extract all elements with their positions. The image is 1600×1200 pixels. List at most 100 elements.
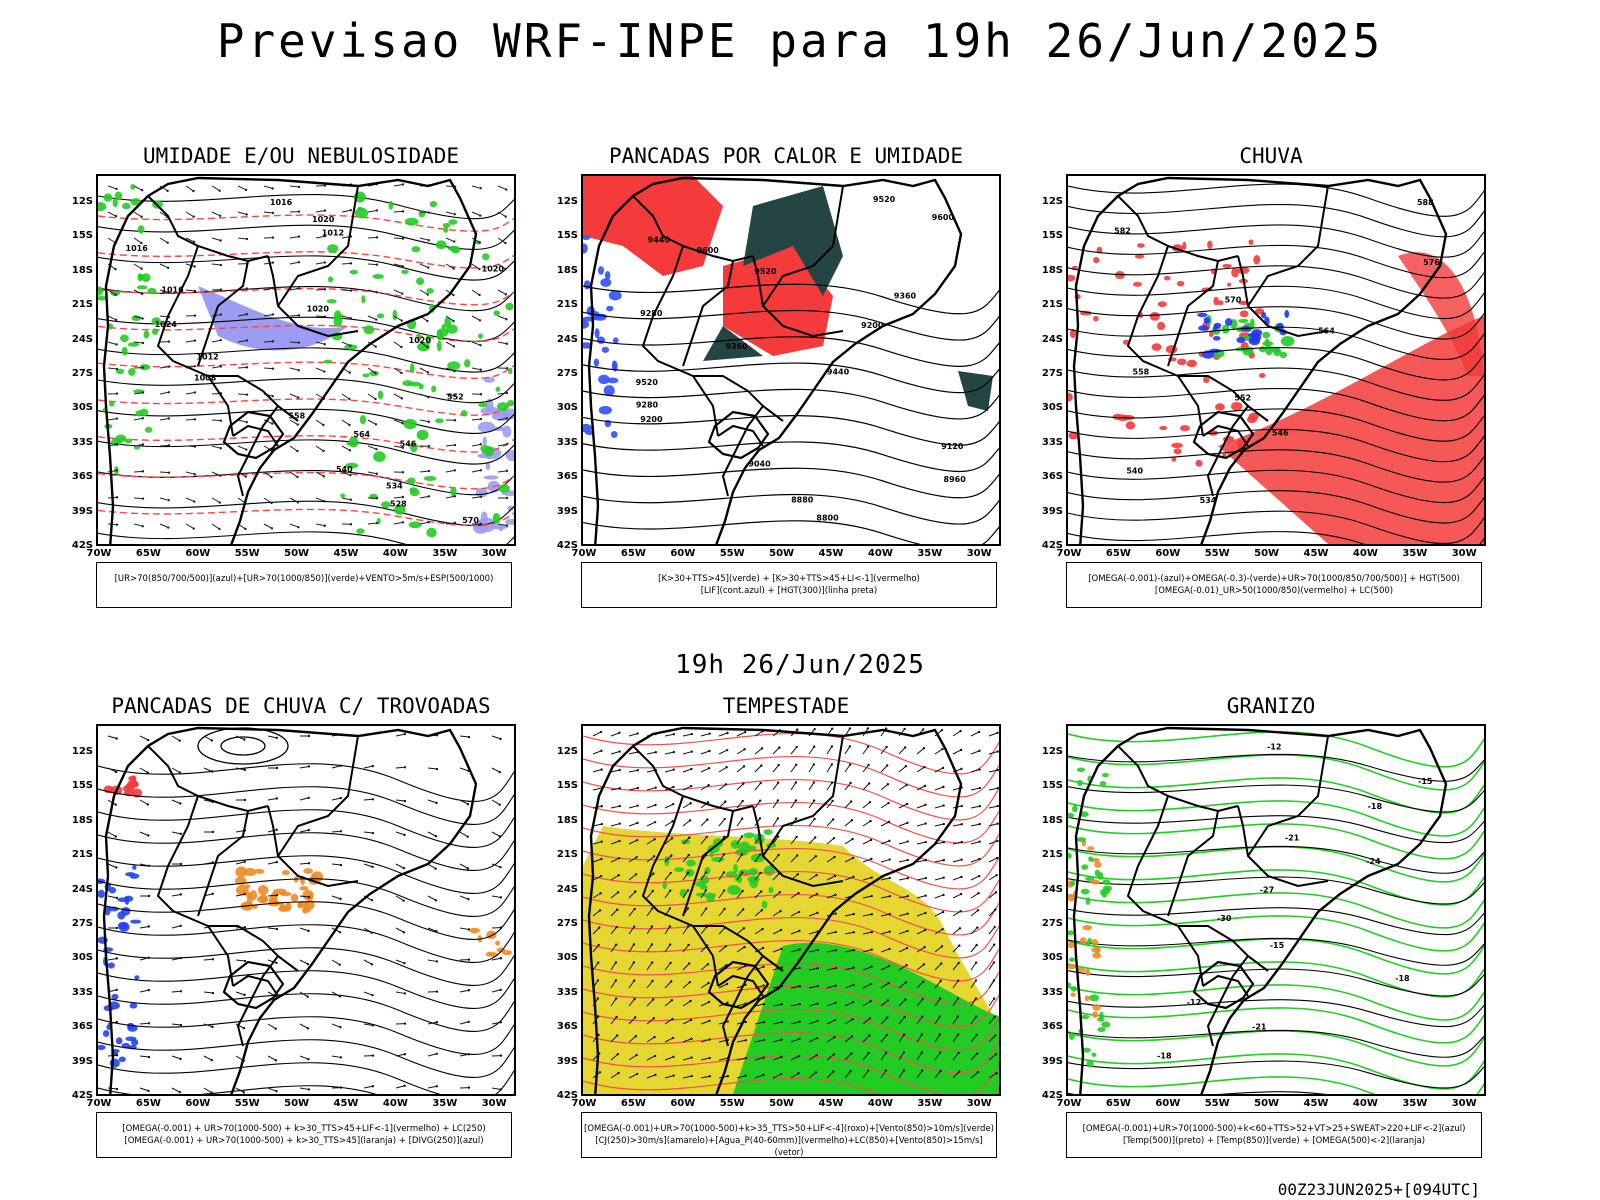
contour-label: 1020 [312,215,335,224]
panel-umidade: UMIDADE E/OU NEBULOSIDADE 1016 1020 1012 10… [66,144,536,614]
legend-box: [UR>70(850/700/500)](azul)+[UR>70(1000/8… [96,562,512,608]
lon-tick-label: 70W [571,1098,597,1109]
contour-label: 1020 [409,336,432,345]
contour-label: 558 [1133,367,1150,376]
lat-tick-label: 30S [556,402,578,414]
contour-label: 570 [462,516,479,525]
lat-tick-label: 12S [1041,196,1063,207]
contour-label: 534 [1200,496,1217,505]
lon-tick-label: 70W [1056,1098,1082,1109]
contour-label: 1008 [194,374,217,383]
lon-tick-label: 70W [571,548,597,559]
lon-tick-label: 65W [1105,548,1131,559]
lon-tick-label: 30W [966,548,992,559]
legend-box: [OMEGA(-0.001)+UR>70(1000-500)+k>35_TTS>… [581,1112,997,1158]
contour-label: 1016 [161,285,184,294]
lon-tick-label: 70W [86,1098,112,1109]
lat-tick-label: 15S [71,230,93,242]
lat-tick-label: 24S [1041,883,1063,895]
legend-line: [OMEGA(-0.001)-(azul)+OMEGA(-0.3)-(verde… [1088,574,1460,584]
contour-label: -18 [1157,1052,1172,1061]
lat-tick-label: 33S [556,436,578,448]
lat-tick-label: 21S [71,299,93,311]
panel-pancadas-calor: PANCADAS POR CALOR E UMIDADE 9520 9600 944… [551,144,1021,614]
contour-label: 1016 [126,244,149,253]
lat-tick-label: 18S [556,264,578,276]
lon-tick-label: 30W [1451,1098,1477,1109]
lon-tick-label: 45W [333,548,359,559]
lon-tick-label: 45W [333,1098,359,1109]
lat-tick-label: 15S [1041,780,1063,792]
map-plot: 588 582 576 570 564 558 552 546 540 534 [1066,174,1486,546]
contour-label: 9600 [697,246,720,255]
lat-tick-label: 21S [1041,299,1063,311]
lon-tick-label: 40W [867,1098,893,1109]
lon-tick-label: 60W [185,1098,211,1109]
contour-label: 1012 [196,352,218,361]
lon-tick-label: 35W [432,548,458,559]
lat-tick-label: 18S [1041,814,1063,826]
lat-tick-label: 24S [71,883,93,895]
lon-tick-label: 50W [1254,1098,1280,1109]
lat-tick-label: 39S [1041,505,1063,517]
contour-label: 9600 [932,213,955,222]
lon-tick-label: 45W [818,548,844,559]
lat-tick-label: 36S [556,1021,578,1033]
contour-label: -15 [1270,941,1285,950]
lat-tick-label: 15S [71,780,93,792]
contour-label: 540 [336,465,353,474]
legend-line: [LIF](cont.azul) + [HGT(300)](linha pret… [700,586,878,596]
contour-label: -12 [1187,998,1201,1007]
contour-label: -18 [1395,974,1410,983]
contour-label: 9520 [873,195,896,204]
contour-label: -21 [1285,833,1300,842]
lat-tick-label: 27S [556,368,578,379]
panel-title: PANCADAS DE CHUVA C/ TROVOADAS [111,694,491,718]
legend-box: [K>30+TTS>45](verde) + [K>30+TTS>45+LI<-… [581,562,997,608]
lat-tick-label: 21S [1041,849,1063,861]
contour-label: 546 [400,439,417,448]
legend-line: [CJ(250)>30m/s](amarelo)+[Agua_P(40-60mm… [595,1136,983,1158]
lon-tick-label: 35W [432,1098,458,1109]
lon-tick-label: 50W [769,548,795,559]
lat-tick-label: 39S [71,1055,93,1067]
lat-tick-label: 27S [1041,368,1063,379]
lat-tick-label: 36S [71,1021,93,1033]
lon-tick-label: 50W [284,548,310,559]
contour-label: 9120 [941,442,964,451]
lat-tick-label: 33S [1041,436,1063,448]
panel-title: CHUVA [1239,144,1303,168]
panel-title: GRANIZO [1226,694,1316,718]
contour-label: -15 [1418,777,1433,786]
contour-label: 8880 [791,496,814,505]
contour-label: 588 [1417,198,1434,207]
map-svg: 1016102010121016102010161020102410201012… [98,176,514,544]
lon-tick-label: 65W [620,1098,646,1109]
lon-tick-label: 40W [1352,548,1378,559]
lat-tick-label: 15S [556,230,578,242]
contour-label: 9440 [648,235,671,244]
lat-tick-label: 33S [71,986,93,998]
lat-tick-label: 27S [556,918,578,929]
lon-tick-label: 35W [1402,548,1428,559]
lon-tick-label: 55W [234,1098,260,1109]
lat-tick-label: 33S [1041,986,1063,998]
legend-line: [OMEGA(-0.001) + UR>70(1000-500) + k>30_… [122,1124,486,1134]
panel-title: TEMPESTADE [722,694,850,718]
lat-tick-label: 24S [556,333,578,345]
lat-tick-label: 24S [556,883,578,895]
contour-label: 9440 [827,368,850,377]
contour-label: 9280 [640,309,663,318]
contour-label: -21 [1252,1022,1267,1031]
contour-label: 564 [353,430,370,439]
lon-tick-label: 35W [917,1098,943,1109]
contour-label: 552 [447,393,464,402]
contour-label: 9360 [725,342,748,351]
contour-label: 528 [390,499,407,508]
lon-tick-label: 65W [1105,1098,1131,1109]
lat-tick-label: 30S [556,952,578,964]
lon-tick-label: 60W [1155,548,1181,559]
map-plot [581,724,1001,1096]
lon-tick-label: 60W [670,548,696,559]
lat-tick-label: 27S [71,918,93,929]
